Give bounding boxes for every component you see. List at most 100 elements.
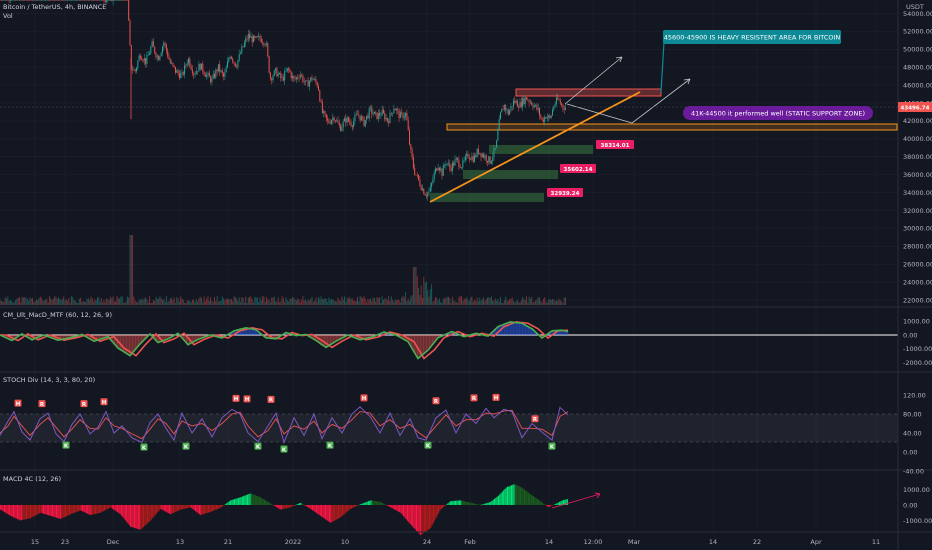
macd-mtf-bar bbox=[135, 335, 137, 350]
candle-body bbox=[376, 112, 378, 120]
macd4c-bar bbox=[383, 503, 385, 505]
resistance-zone[interactable] bbox=[515, 88, 662, 97]
candle-body bbox=[249, 34, 251, 38]
macd4c-bar bbox=[111, 505, 113, 509]
volume-bar bbox=[373, 297, 375, 305]
resistance-callout[interactable]: 45600-45900 IS HEAVY RESISTENT AREA FOR … bbox=[663, 30, 841, 44]
candle-body bbox=[95, 0, 97, 1]
candle-body bbox=[511, 106, 513, 107]
macd-mtf-bar bbox=[87, 335, 89, 338]
target-label-2[interactable]: 35602.14 bbox=[560, 164, 596, 173]
time-axis[interactable]: 15 23 Dec 13 21 2022 10 24 Feb 14 12:00 Mar 14 22 Apr 1… bbox=[31, 538, 880, 546]
volume-bar bbox=[178, 302, 180, 305]
volume-bar bbox=[289, 298, 291, 305]
macd-mtf-macd-line bbox=[0, 321, 569, 360]
macd4c-bar bbox=[68, 505, 70, 515]
target-label-1[interactable]: 38314.01 bbox=[596, 140, 634, 149]
volume-bar bbox=[527, 302, 529, 305]
macd4c-bar bbox=[523, 489, 525, 505]
projection-arrow-1[interactable] bbox=[564, 56, 623, 105]
candle-body bbox=[307, 80, 309, 87]
macd4c-bar bbox=[84, 505, 86, 513]
volume-bar bbox=[484, 301, 486, 305]
stoch-low-marker bbox=[182, 442, 190, 450]
macd4c-bar bbox=[107, 505, 109, 509]
volume-bar bbox=[475, 301, 477, 305]
macd4c-bar bbox=[39, 505, 41, 514]
volume-bar bbox=[17, 297, 19, 305]
volume-bar bbox=[513, 301, 514, 305]
candle-body bbox=[384, 112, 386, 120]
time-tick-11: Mar bbox=[628, 538, 641, 546]
macd4c-bar bbox=[449, 501, 451, 505]
macd4c-bar bbox=[241, 496, 243, 505]
macd4c-bar bbox=[182, 505, 184, 510]
macd4c-bar bbox=[167, 505, 169, 514]
macd-mtf-bar bbox=[88, 335, 90, 339]
candle-body bbox=[202, 63, 204, 72]
macd-mtf-bar bbox=[559, 330, 561, 335]
macd-mtf-bar bbox=[436, 335, 438, 340]
macd4c-bar bbox=[473, 503, 475, 505]
volume-bar bbox=[43, 300, 45, 305]
support-zone[interactable] bbox=[446, 123, 898, 131]
macd-mtf-bar bbox=[420, 335, 422, 357]
volume-bar bbox=[152, 299, 154, 305]
macd4c-bar bbox=[538, 499, 540, 505]
macd4c-bar bbox=[453, 500, 455, 505]
macd-mtf-bar bbox=[504, 324, 506, 335]
volume-bar bbox=[272, 297, 274, 305]
volume-bar bbox=[201, 298, 202, 305]
price-axis[interactable]: 54000.0052000.0050000.0048000.0046000.00… bbox=[903, 10, 932, 525]
macd-mtf-bar bbox=[60, 335, 62, 340]
macd4c-bar bbox=[58, 505, 60, 519]
macd4c-bar bbox=[370, 500, 372, 505]
candle-body bbox=[419, 179, 421, 186]
volume-bar bbox=[54, 296, 56, 305]
volume-bar bbox=[259, 297, 261, 305]
stoch-high-marker-label: H bbox=[102, 400, 107, 406]
macd4c-bar bbox=[559, 501, 561, 505]
macd4c-projection-arrow[interactable] bbox=[551, 493, 601, 509]
macd-mtf-bar bbox=[229, 333, 231, 335]
macd4c-bar bbox=[414, 505, 416, 530]
candle-body bbox=[450, 168, 452, 171]
macd4c-bar bbox=[53, 505, 55, 517]
volume-bar bbox=[346, 297, 348, 305]
drawing-zones[interactable] bbox=[430, 88, 898, 202]
macd4c-bar bbox=[318, 505, 320, 515]
target-label-3[interactable]: 32939.24 bbox=[547, 188, 583, 197]
volume-bar bbox=[162, 300, 163, 305]
macd-mtf-bar bbox=[132, 335, 134, 354]
macd-mtf-bar bbox=[253, 329, 255, 335]
macd4c-bar bbox=[119, 505, 121, 515]
macd-mtf-bar bbox=[286, 332, 288, 335]
target-zone-2[interactable] bbox=[463, 170, 558, 179]
volume-bar bbox=[41, 297, 43, 305]
ascending-trendline[interactable] bbox=[429, 91, 641, 203]
candle-body bbox=[324, 111, 326, 114]
volume-bar bbox=[392, 299, 394, 305]
volume-bar bbox=[113, 301, 115, 305]
candle-body bbox=[553, 106, 555, 110]
candle-body bbox=[506, 109, 508, 111]
candle-body bbox=[28, 0, 30, 1]
projection-arrow-3[interactable] bbox=[631, 78, 691, 124]
candle-body bbox=[212, 74, 214, 79]
macd4c-bar bbox=[330, 505, 332, 523]
macd4c-bar bbox=[144, 505, 146, 526]
candle-body bbox=[171, 62, 173, 64]
stoch-regular-marker-label: R bbox=[269, 398, 274, 404]
macd4c-title: MACD 4C (12, 26) bbox=[3, 475, 61, 483]
volume-bar bbox=[204, 301, 206, 305]
target-zone-1[interactable] bbox=[489, 145, 593, 154]
candle-body bbox=[190, 66, 192, 70]
target-zone-3[interactable] bbox=[430, 193, 544, 202]
volume-bar bbox=[307, 299, 309, 305]
price-tick-13: 28000.00 bbox=[903, 243, 932, 251]
candle-body bbox=[89, 0, 91, 1]
volume-bar bbox=[407, 298, 409, 305]
support-callout[interactable]: 41K-44500 it performed well (STATIC SUPP… bbox=[683, 106, 873, 120]
